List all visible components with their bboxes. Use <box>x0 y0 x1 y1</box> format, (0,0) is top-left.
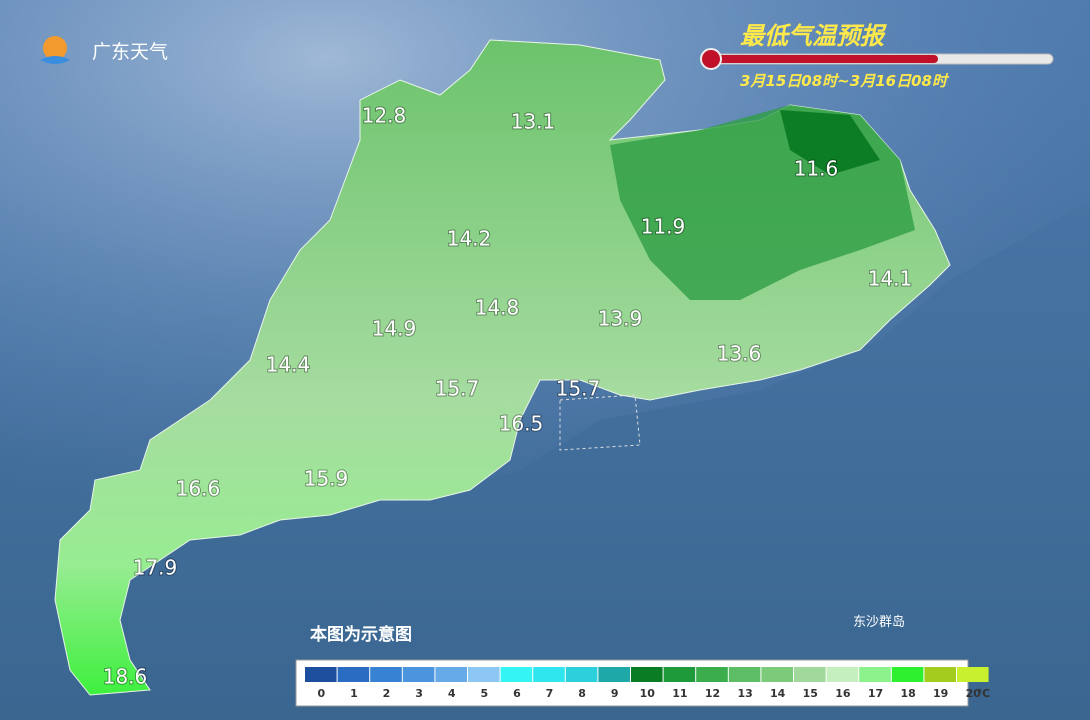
legend-label: 3 <box>415 687 423 700</box>
island-label: 东沙群岛 <box>853 614 905 630</box>
temp-label: 13.1 <box>511 110 556 134</box>
legend-label: 7 <box>546 687 554 700</box>
legend-swatch <box>533 667 565 682</box>
legend-label: 15 <box>803 687 818 700</box>
legend-swatch <box>631 667 663 682</box>
legend-label: 1 <box>350 687 358 700</box>
legend-swatch <box>370 667 402 682</box>
legend-swatch <box>728 667 761 682</box>
temp-label: 14.8 <box>475 296 520 320</box>
legend-swatch <box>565 667 598 682</box>
legend-swatch <box>402 667 435 682</box>
legend-label: 6 <box>513 687 521 700</box>
legend-swatch <box>924 667 956 682</box>
hk-box <box>559 394 641 451</box>
legend-swatch <box>337 667 370 682</box>
legend-label: 0 <box>317 687 325 700</box>
legend-label: 18 <box>900 687 915 700</box>
temp-label: 11.9 <box>641 215 686 239</box>
legend-label: 20 <box>966 687 982 700</box>
legend-label: 5 <box>480 687 488 700</box>
legend-swatch <box>500 667 533 682</box>
legend-swatch <box>696 667 728 682</box>
legend-swatch <box>305 667 337 682</box>
legend-label: 8 <box>578 687 586 700</box>
temp-label: 12.8 <box>362 104 407 128</box>
legend-label: 17 <box>868 687 883 700</box>
legend-swatch <box>435 667 467 682</box>
legend-swatch <box>826 667 859 682</box>
title: 最低气温预报 <box>740 22 887 50</box>
temp-label: 15.7 <box>556 377 601 401</box>
legend-label: 14 <box>770 687 786 700</box>
legend-swatch <box>468 667 500 682</box>
legend-unit: ℃ <box>977 687 990 700</box>
temp-label: 13.9 <box>598 307 643 331</box>
temp-label: 13.6 <box>717 342 762 366</box>
legend-label: 10 <box>640 687 656 700</box>
legend-label: 13 <box>737 687 752 700</box>
logo-cloud <box>40 56 70 64</box>
legend-label: 12 <box>705 687 720 700</box>
temp-label: 18.6 <box>103 665 148 689</box>
note: 本图为示意图 <box>310 624 412 645</box>
temp-label: 16.6 <box>176 477 221 501</box>
cold-core <box>780 110 880 175</box>
legend-label: 4 <box>448 687 456 700</box>
thermo-bulb <box>700 48 722 70</box>
temp-label: 15.7 <box>435 377 480 401</box>
temp-label: 17.9 <box>133 556 178 580</box>
legend-swatch <box>794 667 826 682</box>
legend-label: 2 <box>383 687 391 700</box>
temp-label: 14.4 <box>266 353 311 377</box>
legend-label: 9 <box>611 687 619 700</box>
temp-label: 14.1 <box>868 267 913 291</box>
temp-label: 14.2 <box>447 227 492 251</box>
temp-label: 15.9 <box>304 467 349 491</box>
logo-sun <box>43 36 67 60</box>
subtitle: 3月15日08时~3月16日08时 <box>740 72 950 90</box>
legend-swatch <box>891 667 924 682</box>
legend-swatch <box>957 667 989 682</box>
legend-label: 11 <box>672 687 687 700</box>
temp-label: 11.6 <box>794 157 839 181</box>
dynamic: 12.8 13.1 11.6 11.9 14.2 14.1 14.8 14.9 13.9 13.6… <box>102 103 991 701</box>
legend-label: 16 <box>835 687 851 700</box>
legend-swatch <box>598 667 630 682</box>
legend-swatch <box>859 667 891 682</box>
thermo-fill <box>708 55 938 63</box>
logo-text: 广东天气 <box>92 41 168 63</box>
legend-swatch <box>761 667 793 682</box>
temp-label: 14.9 <box>372 317 417 341</box>
temp-label: 16.5 <box>499 412 544 436</box>
legend-label: 19 <box>933 687 948 700</box>
legend-swatch <box>663 667 696 682</box>
